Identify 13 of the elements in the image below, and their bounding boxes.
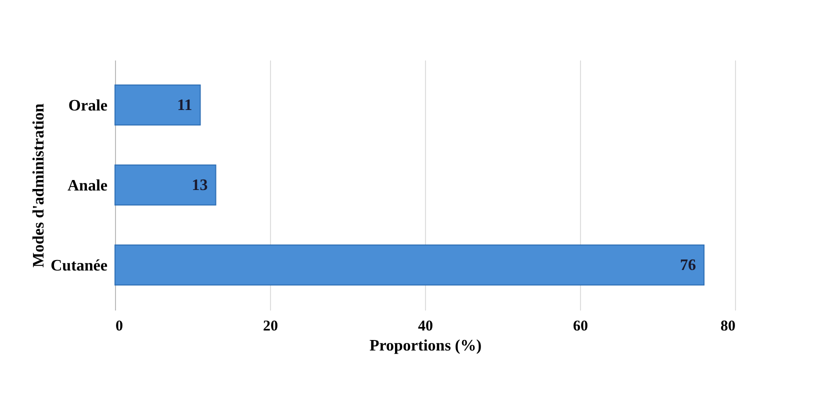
y-axis-title: Modes d'administration bbox=[30, 103, 48, 268]
data-label: 11 bbox=[177, 97, 192, 114]
y-tick-label: Cutanée bbox=[50, 258, 108, 274]
x-tick-label: 0 bbox=[116, 318, 123, 334]
x-tick-label: 60 bbox=[573, 318, 588, 334]
data-label: 76 bbox=[680, 257, 696, 274]
y-tick-label: Orale bbox=[68, 98, 108, 114]
x-axis-title: Proportions (%) bbox=[369, 338, 482, 354]
x-tick-label: 40 bbox=[418, 318, 433, 334]
data-label: 13 bbox=[192, 177, 208, 194]
x-tick-label: 20 bbox=[263, 318, 278, 334]
y-tick-label: Anale bbox=[68, 178, 108, 194]
x-tick-label: 80 bbox=[720, 318, 736, 334]
